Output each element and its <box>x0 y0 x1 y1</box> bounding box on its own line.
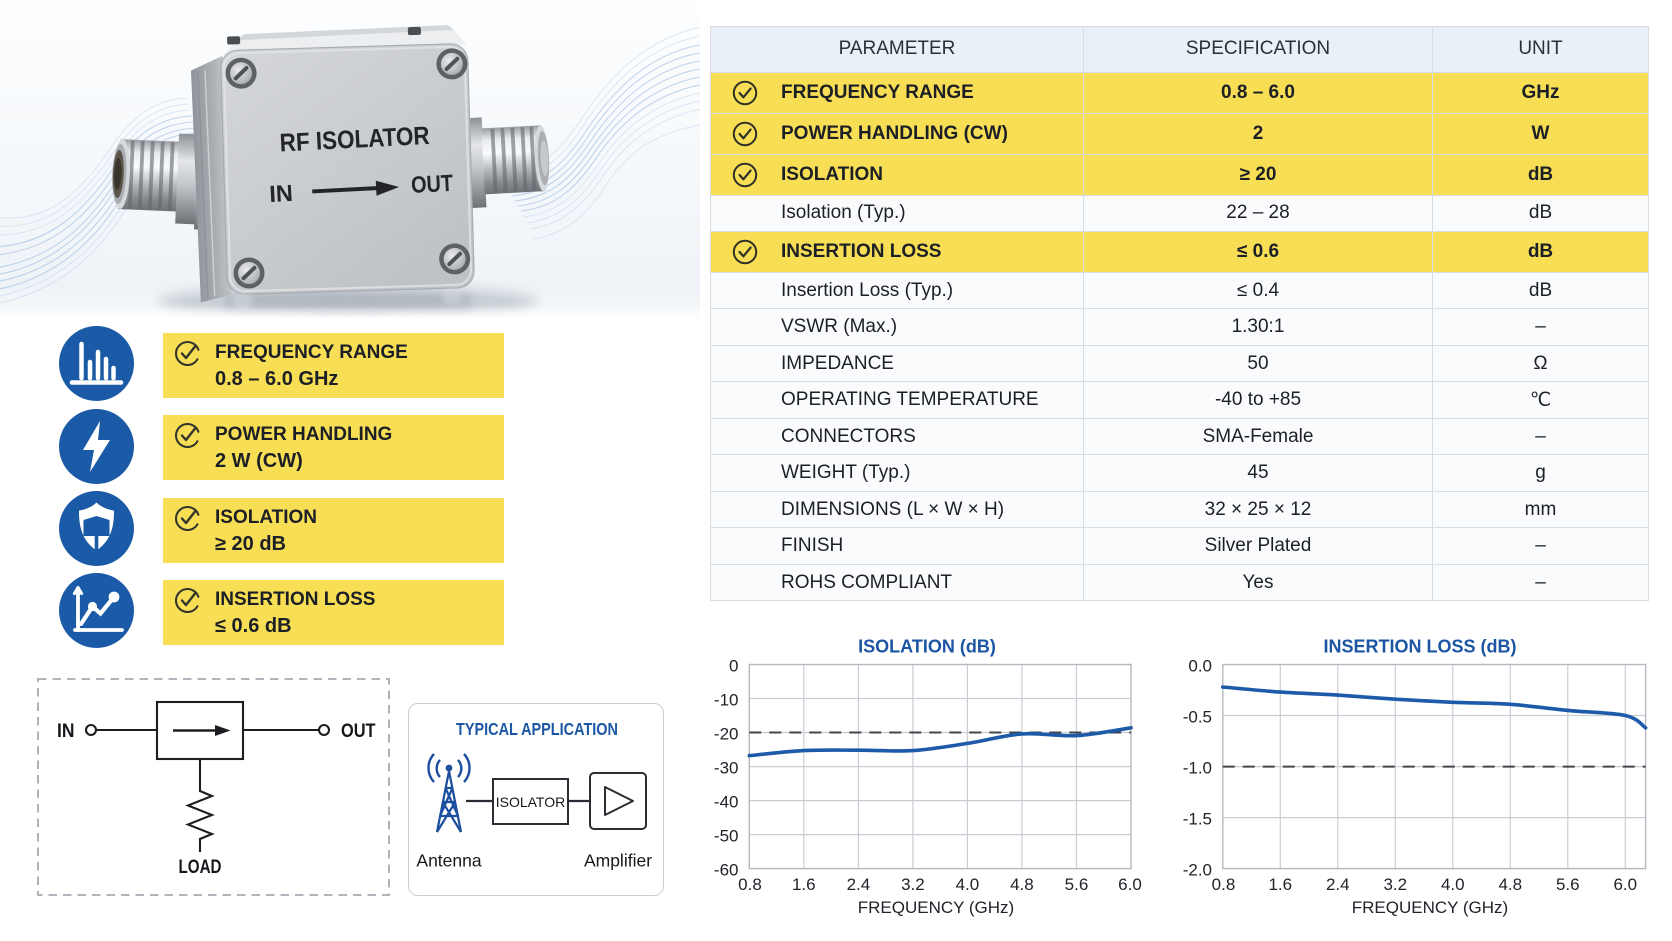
svg-text:-1.0: -1.0 <box>1183 759 1212 778</box>
svg-text:-60: -60 <box>714 861 739 880</box>
svg-text:-2.0: -2.0 <box>1183 861 1212 880</box>
svg-text:0.0: 0.0 <box>1188 657 1212 676</box>
svg-text:1.6: 1.6 <box>792 875 816 894</box>
svg-text:TYPICAL APPLICATION: TYPICAL APPLICATION <box>456 719 618 739</box>
svg-text:OUT: OUT <box>410 170 454 198</box>
svg-text:FREQUENCY (GHz): FREQUENCY (GHz) <box>858 898 1014 917</box>
svg-text:5.6: 5.6 <box>1065 875 1089 894</box>
svg-text:4.0: 4.0 <box>1441 875 1465 894</box>
svg-text:3.2: 3.2 <box>901 875 925 894</box>
svg-text:-20: -20 <box>714 725 739 744</box>
svg-text:OUT: OUT <box>341 721 376 742</box>
svg-text:0.8: 0.8 <box>1212 875 1236 894</box>
svg-text:4.0: 4.0 <box>956 875 980 894</box>
svg-text:-30: -30 <box>714 759 739 778</box>
svg-text:-0.5: -0.5 <box>1183 708 1212 727</box>
svg-text:4.8: 4.8 <box>1010 875 1034 894</box>
svg-text:-10: -10 <box>714 691 739 710</box>
svg-text:FREQUENCY (GHz): FREQUENCY (GHz) <box>1352 898 1508 917</box>
svg-text:1.6: 1.6 <box>1268 875 1292 894</box>
svg-text:IN: IN <box>269 180 294 207</box>
svg-text:3.2: 3.2 <box>1383 875 1407 894</box>
svg-text:IN: IN <box>57 721 75 742</box>
svg-text:0: 0 <box>729 657 738 676</box>
svg-text:4.8: 4.8 <box>1498 875 1522 894</box>
svg-text:Amplifier: Amplifier <box>584 851 652 871</box>
svg-text:5.6: 5.6 <box>1556 875 1580 894</box>
svg-text:Antenna: Antenna <box>416 851 481 871</box>
svg-text:-1.5: -1.5 <box>1183 810 1212 829</box>
svg-text:INSERTION LOSS (dB): INSERTION LOSS (dB) <box>1324 637 1517 657</box>
svg-text:6.0: 6.0 <box>1118 875 1142 894</box>
svg-text:LOAD: LOAD <box>179 857 222 878</box>
svg-text:-40: -40 <box>714 793 739 812</box>
svg-text:2.4: 2.4 <box>1326 875 1350 894</box>
svg-text:ISOLATOR: ISOLATOR <box>496 794 566 810</box>
svg-text:ISOLATION (dB): ISOLATION (dB) <box>858 637 996 657</box>
svg-text:0.8: 0.8 <box>738 875 762 894</box>
svg-text:2.4: 2.4 <box>847 875 871 894</box>
svg-text:-50: -50 <box>714 827 739 846</box>
svg-text:6.0: 6.0 <box>1613 875 1637 894</box>
